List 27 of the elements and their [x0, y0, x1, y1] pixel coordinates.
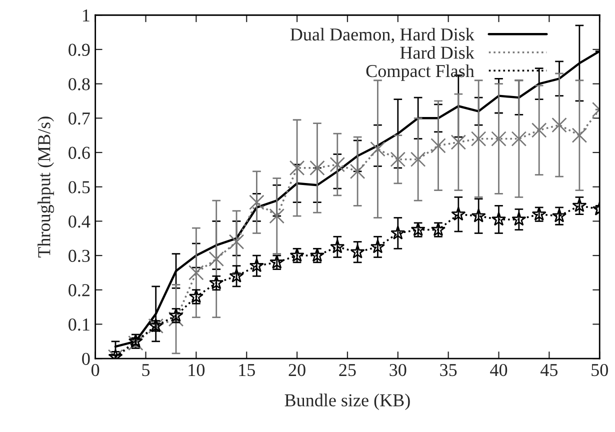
legend-label: Compact Flash [366, 64, 474, 81]
x-tick-label: 50 [592, 364, 608, 376]
y-axis-title: Throughput (MB/s) [38, 116, 54, 258]
y-tick-label: 1 [83, 9, 90, 22]
x-tick-label: 0 [92, 364, 100, 376]
x-tick-label: 15 [239, 364, 255, 376]
y-tick-label: 0 [82, 352, 90, 365]
x-tick-label: 45 [540, 364, 558, 376]
y-tick-label: 0.7 [68, 112, 90, 125]
y-tick-label: 0.8 [68, 78, 90, 90]
x-axis-title: Bundle size (KB) [284, 394, 410, 410]
x-tick-label: 30 [390, 364, 406, 376]
y-tick-label: 0.2 [68, 284, 90, 296]
x-tick-label: 20 [288, 364, 306, 376]
x-tick-label: 40 [490, 364, 508, 376]
legend-label: Hard Disk [400, 46, 474, 59]
y-tick-label: 0.9 [68, 44, 90, 56]
y-tick-label: 0.5 [68, 181, 90, 194]
x-tick-label: 5 [142, 364, 150, 376]
y-tick-label: 0.1 [68, 318, 90, 331]
y-tick-label: 0.6 [68, 146, 90, 160]
legend-label: Dual Daemon, Hard Disk [290, 28, 474, 44]
y-tick-label: 0.4 [68, 215, 90, 228]
x-tick-label: 10 [188, 364, 205, 376]
y-tick-label: 0.3 [68, 250, 90, 262]
x-tick-label: 25 [339, 364, 356, 376]
x-tick-label: 35 [440, 364, 457, 376]
